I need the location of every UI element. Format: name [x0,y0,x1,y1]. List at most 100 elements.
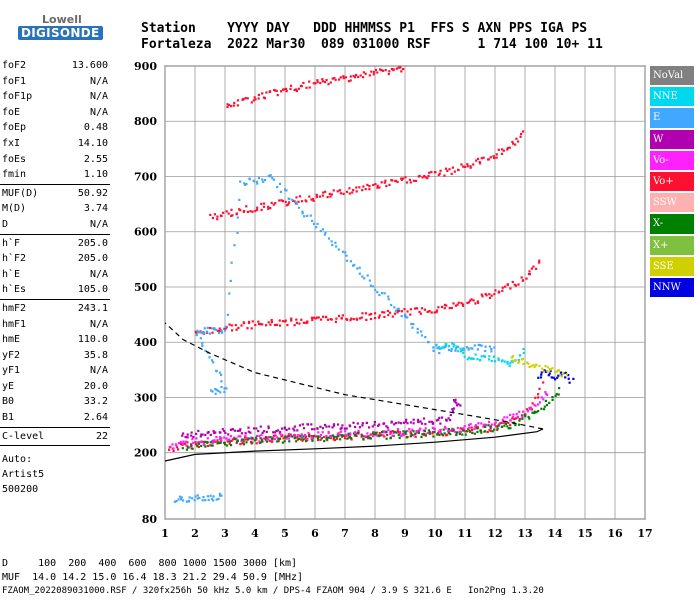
echo-mark [300,85,303,88]
echo-mark [491,430,494,433]
echo-mark [381,292,384,295]
echo-mark [240,432,243,435]
echo-mark [409,308,412,311]
echo-mark [325,315,328,318]
echo-mark [447,429,450,432]
echo-mark [373,70,376,74]
echo-mark [567,374,570,377]
echo-mark [278,319,281,322]
echo-mark [212,495,215,498]
echo-mark [513,417,516,421]
echo-mark [316,80,319,84]
echo-mark [328,192,331,195]
echo-mark [321,78,324,81]
echo-mark [304,437,307,440]
echo-mark [354,431,357,434]
echo-mark [184,440,187,443]
echo-mark [542,370,545,373]
echo-mark [371,435,375,438]
echo-mark [341,424,344,427]
echo-mark [454,349,457,352]
echo-mark [340,317,343,320]
echo-mark [327,83,330,86]
echo-mark [272,178,275,181]
echo-mark [480,344,483,347]
echo-mark [264,179,267,182]
echo-mark [383,431,386,434]
echo-mark [405,436,408,439]
echo-mark [267,425,270,428]
echo-mark [435,344,438,347]
echo-mark [230,105,233,108]
echo-mark [519,135,522,138]
echo-mark [302,435,305,438]
echo-mark [217,497,220,500]
echo-mark [503,424,506,427]
echo-mark [298,437,301,440]
echo-mark [455,347,458,350]
echo-mark [334,78,337,81]
echo-mark [372,73,375,76]
echo-mark [280,90,283,93]
echo-mark [233,429,237,432]
echo-mark [253,96,256,99]
echo-mark [531,402,534,405]
echo-mark [462,351,465,355]
echo-mark [511,355,514,358]
param-value: 14.10 [77,137,108,149]
echo-mark [181,447,184,450]
echo-mark [476,430,479,433]
param-row: foF1p N/A [0,89,112,105]
echo-mark [304,321,307,324]
echo-mark [298,195,301,198]
echo-mark [311,197,315,201]
param-value: 105.0 [77,284,108,296]
echo-mark [271,437,274,440]
echo-mark [409,421,412,424]
echo-mark [178,495,182,498]
echo-mark [361,422,364,425]
echo-mark [222,211,225,214]
echo-mark [500,152,504,155]
echo-mark [398,431,402,434]
echo-mark [301,439,304,442]
echo-mark [393,430,396,433]
echo-mark [447,431,451,434]
echo-mark [312,222,316,225]
echo-mark [535,267,538,270]
echo-mark [471,347,474,350]
echo-mark [237,435,240,438]
echo-mark [467,427,470,430]
echo-mark [485,423,488,426]
echo-mark [177,442,181,445]
echo-mark [242,443,246,446]
echo-mark [369,317,373,321]
echo-mark [354,434,357,437]
echo-mark [230,439,233,442]
echo-mark [245,441,248,444]
echo-mark [495,425,498,428]
echo-mark [288,427,291,430]
echo-mark [497,424,500,427]
echo-mark [336,437,339,440]
echo-mark [419,312,422,315]
echo-mark [509,424,512,427]
param-row: B0 33.2 [0,394,112,410]
echo-mark [179,498,183,501]
echo-mark [397,434,400,437]
echo-mark [402,177,405,180]
echo-mark [220,437,223,440]
echo-mark [285,204,288,207]
echo-mark [229,279,232,282]
echo-mark [238,429,241,432]
echo-mark [297,206,301,209]
echo-mark [482,425,485,428]
echo-mark [448,168,451,171]
echo-mark [295,321,298,324]
echo-mark [516,415,519,418]
echo-mark [522,362,525,365]
echo-mark [476,425,479,428]
param-separator [0,445,110,447]
echo-mark [466,430,469,433]
echo-mark [223,430,226,433]
